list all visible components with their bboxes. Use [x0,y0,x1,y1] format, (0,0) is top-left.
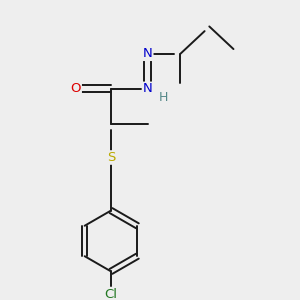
Text: S: S [107,151,115,164]
Text: H: H [159,91,168,104]
Text: N: N [143,82,152,95]
Text: N: N [143,47,152,60]
Text: Cl: Cl [104,287,118,300]
Text: O: O [70,82,81,95]
